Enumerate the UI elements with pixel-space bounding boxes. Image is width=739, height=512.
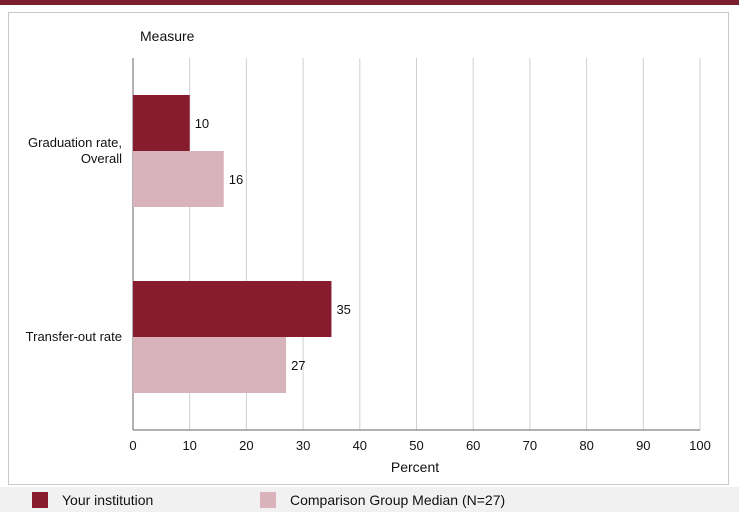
bar	[133, 95, 190, 151]
x-tick-label: 50	[409, 438, 423, 453]
legend-label: Comparison Group Median (N=27)	[290, 492, 506, 508]
category-label: Graduation rate,	[28, 135, 122, 150]
data-label: 10	[195, 116, 209, 131]
x-tick-label: 90	[636, 438, 650, 453]
x-tick-label: 70	[523, 438, 537, 453]
x-tick-label: 0	[129, 438, 136, 453]
bar-chart: 10 16 35 27 Graduation rate,Overall Transfer…	[26, 28, 711, 475]
legend-label: Your institution	[62, 492, 154, 508]
data-label: 16	[229, 172, 243, 187]
category-labels: Graduation rate,Overall Transfer-out rate	[26, 135, 122, 344]
bars	[133, 95, 332, 393]
value-labels: 10 16 35 27	[195, 116, 351, 373]
legend-swatch	[260, 492, 276, 508]
x-tick-label: 40	[353, 438, 367, 453]
bar	[133, 151, 224, 207]
legend-item-your-institution: Your institution	[32, 492, 153, 508]
tick-labels: 0 10 20 30 40 50 60 70 80 90 100	[129, 438, 710, 453]
x-tick-label: 30	[296, 438, 310, 453]
x-tick-label: 60	[466, 438, 480, 453]
legend-swatch	[32, 492, 48, 508]
category-axis-title: Measure	[140, 28, 195, 44]
data-label: 27	[291, 358, 305, 373]
chart-frame	[8, 12, 729, 485]
x-tick-label: 10	[182, 438, 196, 453]
top-rule	[0, 0, 739, 5]
x-tick-label: 80	[579, 438, 593, 453]
legend: Your institution Comparison Group Median…	[0, 487, 739, 512]
bar	[133, 281, 332, 337]
x-tick-label: 100	[689, 438, 711, 453]
x-tick-label: 20	[239, 438, 253, 453]
data-label: 35	[336, 302, 350, 317]
x-axis-title: Percent	[391, 459, 439, 475]
category-label: Transfer-out rate	[26, 329, 122, 344]
category-label: Overall	[81, 151, 122, 166]
legend-item-comparison-group: Comparison Group Median (N=27)	[260, 492, 505, 508]
bar	[133, 337, 287, 393]
